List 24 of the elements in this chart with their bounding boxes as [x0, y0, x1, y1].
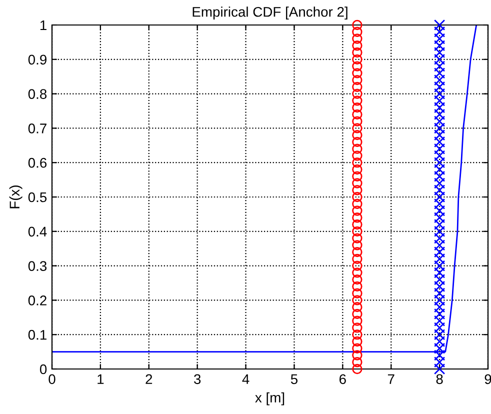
x-axis-title: x [m]: [255, 392, 284, 406]
y-tick-label: 0.2: [28, 296, 46, 306]
y-tick-label: 0.5: [28, 192, 47, 202]
y-tick-label: 0.8: [28, 89, 47, 99]
chart-title: Empirical CDF [Anchor 2]: [192, 6, 348, 20]
x-tick-label: 0: [48, 374, 56, 384]
x-tick-label: 3: [194, 374, 201, 384]
x-tick-label: 7: [388, 374, 394, 384]
x-tick-label: 9: [484, 374, 491, 384]
y-tick-label: 0.1: [28, 330, 46, 340]
x-tick-label: 2: [146, 374, 152, 384]
y-tick-label: 1: [40, 20, 46, 30]
y-tick-label: 0.3: [28, 261, 47, 271]
y-tick-label: 0: [40, 364, 47, 374]
x-tick-label: 5: [290, 374, 298, 384]
y-tick-label: 0.7: [28, 124, 46, 134]
y-axis-title: F(x): [9, 186, 22, 208]
y-tick-label: 0.4: [28, 226, 47, 237]
y-tick-label: 0.9: [28, 54, 46, 65]
x-tick-label: 1: [98, 374, 104, 384]
x-tick-label: 4: [242, 374, 250, 384]
x-tick-label: 8: [436, 374, 443, 384]
x-tick-label: 6: [340, 374, 346, 384]
y-tick-label: 0.6: [28, 158, 47, 168]
